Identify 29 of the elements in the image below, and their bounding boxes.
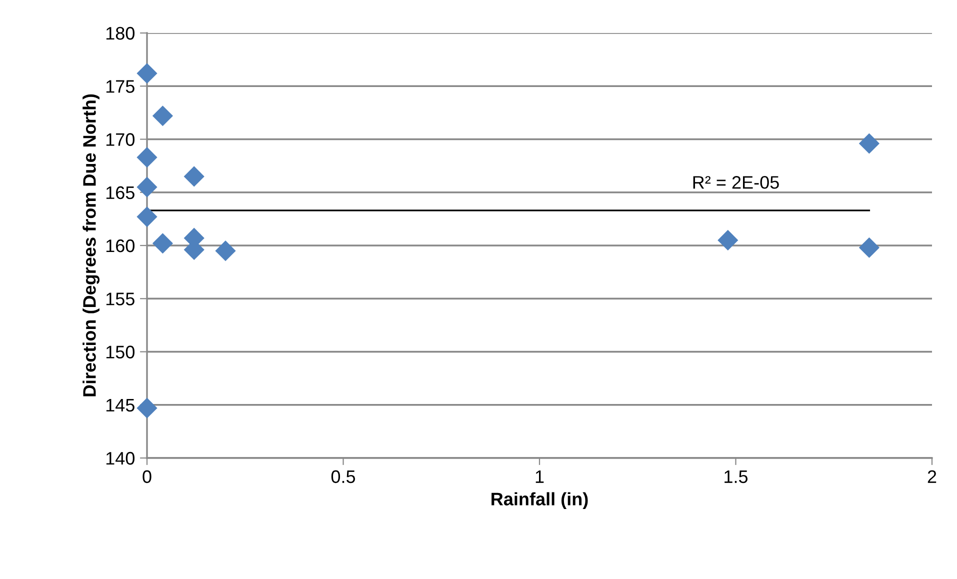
y-tick-label: 170: [106, 133, 134, 146]
point: [136, 63, 158, 84]
point: [858, 133, 880, 154]
x-tick-label: 0.5: [331, 470, 356, 484]
y-tick-label: 180: [106, 26, 134, 40]
x-tick-label: 0: [142, 470, 152, 484]
point: [136, 147, 158, 168]
y-axis-title: Direction (Degrees from Due North): [82, 94, 100, 396]
point: [136, 398, 158, 418]
point: [858, 237, 880, 258]
y-tick-label: 140: [106, 452, 134, 465]
point: [152, 233, 173, 254]
point: [184, 166, 204, 187]
point: [718, 230, 738, 250]
point: [136, 206, 158, 228]
annotation: R² = 2E-05: [693, 176, 779, 189]
y-tick-label: 150: [106, 346, 134, 358]
y-tick-label: 155: [106, 292, 134, 306]
point: [152, 106, 173, 126]
y-tick-label: 160: [106, 239, 134, 252]
x-axis-title: Rainfall (in): [492, 492, 588, 510]
y-tick-label: 145: [106, 398, 134, 412]
point: [215, 240, 236, 262]
x-tick-label: 2: [928, 470, 936, 483]
x-tick-label: 1.5: [724, 470, 748, 484]
point: [136, 176, 158, 198]
y-tick-label: 165: [106, 186, 134, 200]
y-tick-label: 175: [106, 80, 134, 93]
x-tick-label: 1: [536, 470, 544, 483]
